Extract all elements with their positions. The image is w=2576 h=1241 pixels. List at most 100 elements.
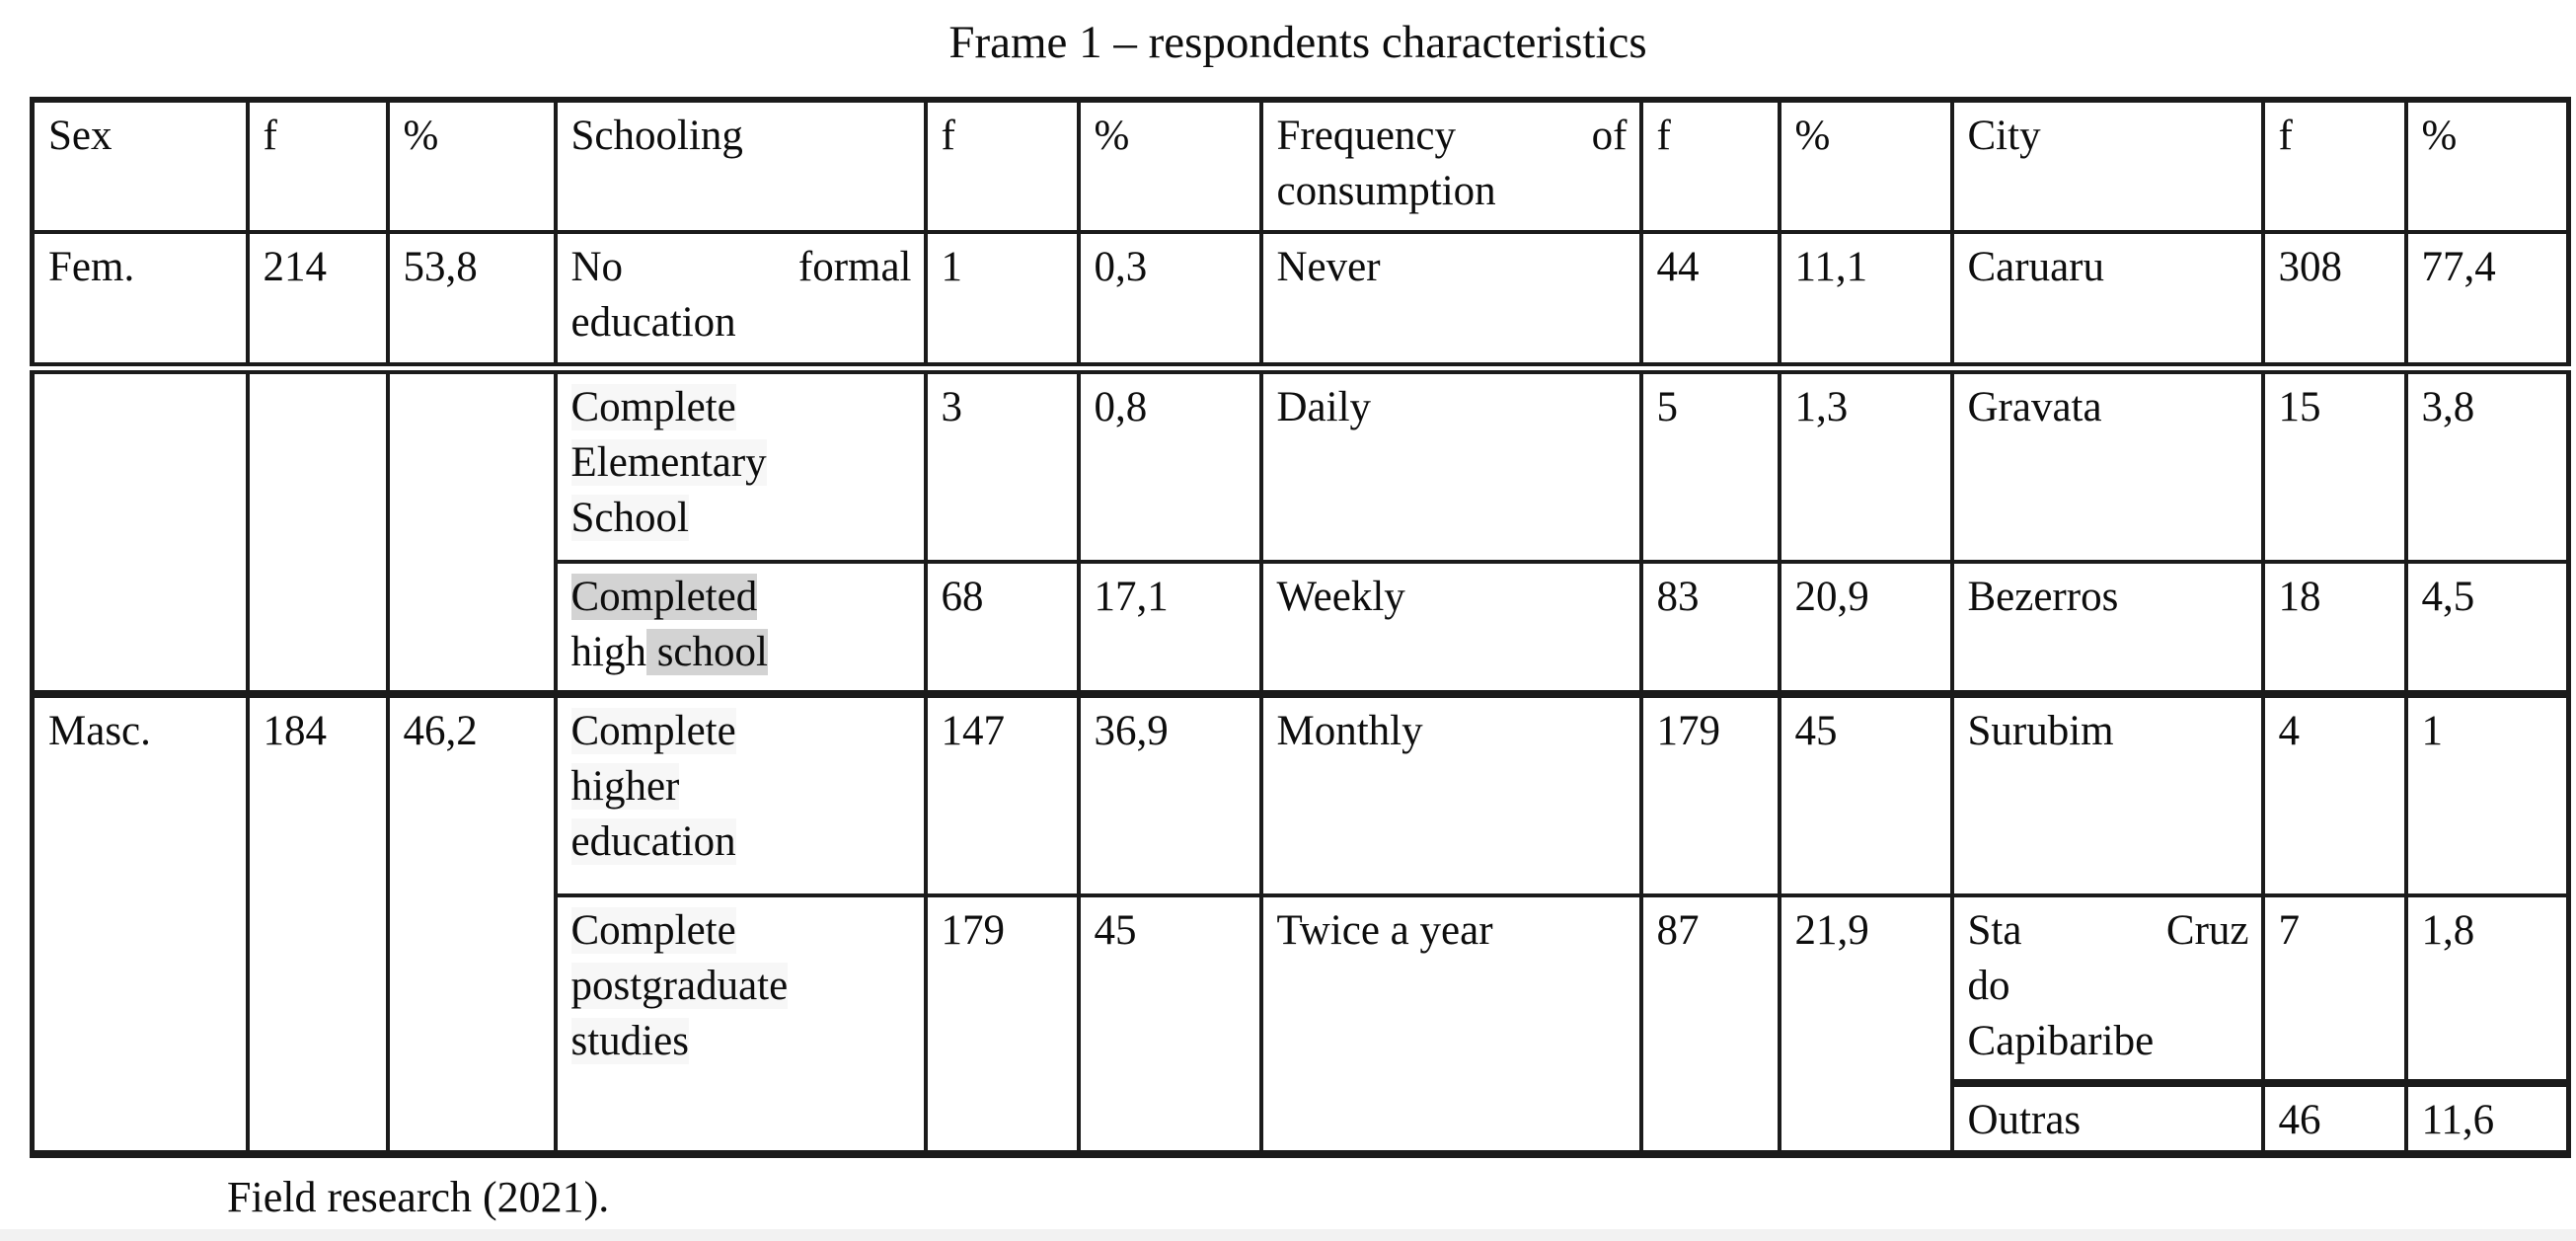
cell-frequency-monthly: Monthly bbox=[1258, 690, 1643, 897]
table-title: Frame 1 – respondents characteristics bbox=[948, 17, 1647, 68]
text-line: School bbox=[570, 491, 912, 546]
source-note: Field research (2021). bbox=[227, 1173, 610, 1221]
text-line: Frequency of bbox=[1277, 109, 1628, 164]
col-header-sex: Sex bbox=[30, 98, 250, 234]
cell-schooling-postgrad-percent: 45 bbox=[1076, 893, 1263, 1156]
table-row: Fem. 214 53,8 No formal education 1 0,3 Ne… bbox=[30, 230, 2571, 370]
text-segment: Cruz bbox=[2165, 907, 2249, 954]
cell-sex-fem: Fem. bbox=[30, 230, 250, 370]
page-bottom-edge bbox=[0, 1229, 2576, 1241]
cell-sex-fem-f: 214 bbox=[245, 230, 390, 370]
cell-frequency-daily-f: 5 bbox=[1638, 362, 1781, 564]
cell-frequency-never-percent: 11,1 bbox=[1777, 230, 1954, 370]
cell-frequency-twice: Twice a year bbox=[1258, 893, 1643, 1156]
text-segment: Complete bbox=[570, 907, 736, 954]
text-segment: Capibaribe bbox=[1967, 1018, 2155, 1064]
col-header-frequency: Frequency of consumption bbox=[1258, 98, 1643, 234]
cell-city-bezerros: Bezerros bbox=[1949, 560, 2265, 696]
cell-schooling-elementary: Complete Elementary School bbox=[553, 362, 928, 564]
text-segment: education bbox=[570, 299, 736, 346]
cell-frequency-twice-percent: 21,9 bbox=[1777, 893, 1954, 1156]
text-line: Sta Cruz bbox=[1968, 903, 2249, 959]
text-line: Complete bbox=[570, 903, 912, 959]
cell-city-surubim-f: 4 bbox=[2260, 690, 2408, 897]
cell-frequency-daily-percent: 1,3 bbox=[1777, 362, 1954, 564]
table-row: Masc. 184 46,2 Complete higher education 1… bbox=[30, 690, 2571, 1156]
cell-frequency-never: Never bbox=[1258, 230, 1643, 370]
cell-frequency-daily: Daily bbox=[1258, 362, 1643, 564]
cell-sex-spacer-percent bbox=[385, 362, 558, 696]
table-row: Complete postgraduate studies 179 45 Twice… bbox=[33, 893, 2571, 1156]
text-segment: School bbox=[570, 495, 689, 541]
text-line: Elementary bbox=[570, 435, 912, 491]
text-segment: of bbox=[1591, 113, 1628, 159]
text-segment: Sta bbox=[1967, 907, 2022, 954]
col-header-sex-percent: % bbox=[385, 98, 558, 234]
cell-city-outras-percent: 11,6 bbox=[2403, 1079, 2571, 1156]
cell-schooling-highschool-f: 68 bbox=[923, 560, 1081, 696]
text-segment: higher bbox=[570, 763, 680, 810]
cell-schooling-none-f: 1 bbox=[923, 230, 1081, 370]
text-line: consumption bbox=[1277, 164, 1628, 219]
cell-frequency-weekly-percent: 20,9 bbox=[1777, 560, 1954, 696]
table-header-row: Sex f % Schooling f % Frequency of consump… bbox=[30, 98, 2571, 234]
cell-schooling-higher-percent: 36,9 bbox=[1076, 690, 1263, 897]
cell-frequency-weekly-f: 83 bbox=[1638, 560, 1781, 696]
col-header-city-percent: % bbox=[2403, 98, 2571, 234]
cell-schooling-elementary-f: 3 bbox=[923, 362, 1081, 564]
text-line: high school bbox=[571, 625, 912, 680]
cell-sex-masc: Masc. bbox=[30, 690, 250, 1156]
col-header-schooling-percent: % bbox=[1076, 98, 1263, 234]
text-line: Completed bbox=[570, 570, 912, 625]
cell-frequency-never-f: 44 bbox=[1638, 230, 1781, 370]
cell-schooling-higher: Complete higher education bbox=[553, 690, 928, 897]
cell-city-bezerros-percent: 4,5 bbox=[2403, 560, 2571, 696]
table-row: Complete Elementary School 3 0,8 Daily 5 1… bbox=[30, 362, 2571, 696]
cell-city-caruaru: Caruaru bbox=[1949, 230, 2265, 370]
text-segment: Complete bbox=[570, 384, 736, 430]
text-segment: postgraduate bbox=[570, 963, 789, 1009]
table-row: Outras 46 11,6 bbox=[33, 1079, 2571, 1156]
col-header-frequency-percent: % bbox=[1777, 98, 1954, 234]
text-line: higher bbox=[570, 759, 912, 814]
cell-sex-masc-f: 184 bbox=[245, 690, 390, 1156]
col-header-frequency-f: f bbox=[1638, 98, 1781, 234]
text-line: Capibaribe bbox=[1968, 1014, 2249, 1069]
text-segment: Completed bbox=[570, 574, 758, 620]
cell-city-surubim-percent: 1 bbox=[2403, 690, 2571, 897]
cell-schooling-elementary-percent: 0,8 bbox=[1076, 362, 1263, 564]
cell-city-stacruz-f: 7 bbox=[2260, 893, 2408, 1085]
text-line: Complete bbox=[570, 380, 912, 435]
cell-schooling-postgrad-f: 179 bbox=[923, 893, 1081, 1156]
text-segment: studies bbox=[570, 1018, 689, 1064]
cell-city-bezerros-f: 18 bbox=[2260, 560, 2408, 696]
cell-city-outras-f: 46 bbox=[2260, 1079, 2408, 1156]
cell-city-gravata-f: 15 bbox=[2260, 362, 2408, 564]
text-segment: formal bbox=[797, 244, 912, 290]
cell-city-gravata-percent: 3,8 bbox=[2403, 362, 2571, 564]
text-segment: Elementary bbox=[570, 439, 767, 486]
text-line: education bbox=[571, 295, 912, 350]
cell-city-caruaru-f: 308 bbox=[2260, 230, 2408, 370]
text-line: studies bbox=[570, 1014, 912, 1069]
cell-city-outras: Outras bbox=[1949, 1079, 2265, 1156]
cell-frequency-monthly-f: 179 bbox=[1638, 690, 1781, 897]
respondents-table: Sex f % Schooling f % Frequency of consump… bbox=[30, 97, 2571, 1158]
cell-schooling-postgrad: Complete postgraduate studies bbox=[553, 893, 928, 1156]
cell-frequency-monthly-percent: 45 bbox=[1777, 690, 1954, 897]
text-segment: school bbox=[645, 629, 768, 675]
cell-schooling-none: No formal education bbox=[553, 230, 928, 370]
text-line: No formal bbox=[571, 240, 912, 295]
cell-sex-spacer bbox=[30, 362, 250, 696]
text-segment: education bbox=[570, 818, 736, 865]
cell-sex-spacer-f bbox=[245, 362, 390, 696]
text-segment: do bbox=[1967, 963, 2010, 1009]
cell-schooling-higher-f: 147 bbox=[923, 690, 1081, 897]
cell-schooling-highschool-percent: 17,1 bbox=[1076, 560, 1263, 696]
text-line: postgraduate bbox=[570, 959, 912, 1014]
text-line: education bbox=[570, 814, 912, 870]
text-segment: Frequency bbox=[1276, 113, 1457, 159]
table-row: Completed high school 68 17,1 Weekly 83 2… bbox=[33, 560, 2571, 696]
col-header-city-f: f bbox=[2260, 98, 2408, 234]
cell-sex-masc-percent: 46,2 bbox=[385, 690, 558, 1156]
